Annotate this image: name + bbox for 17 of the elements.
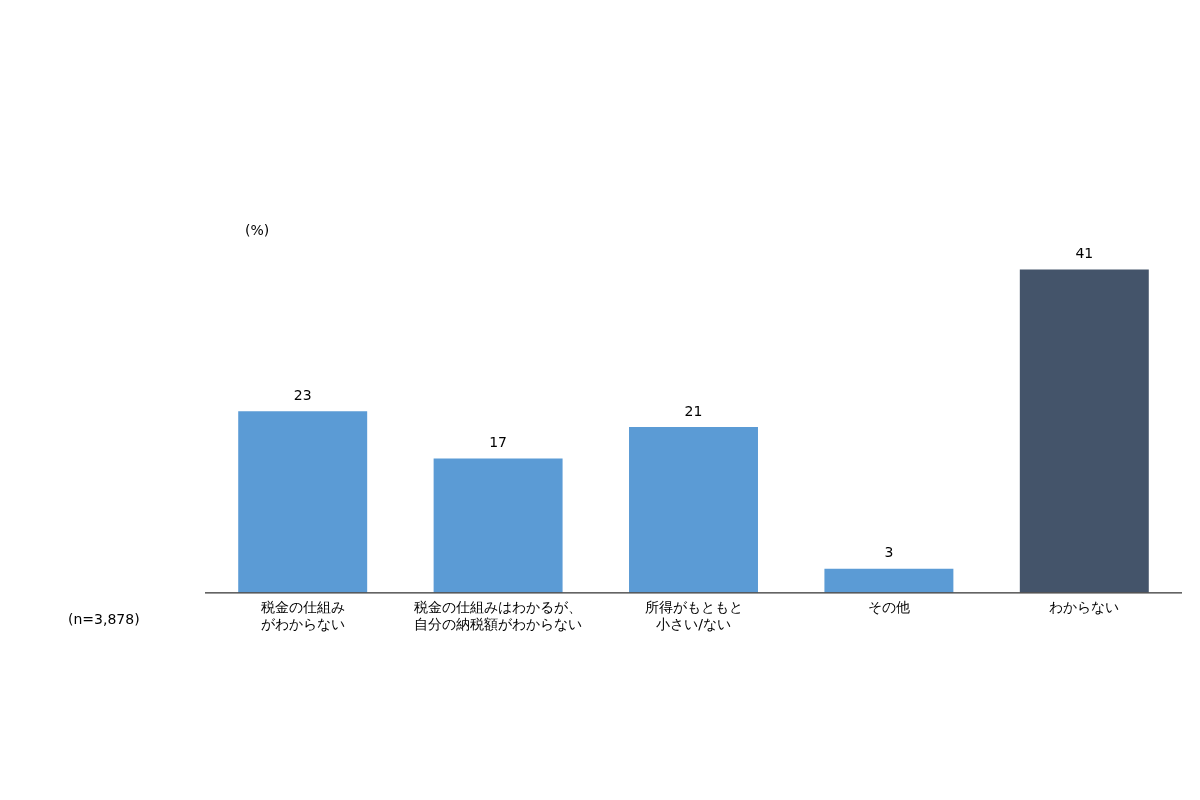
data-label: 21 [684,402,703,419]
x-tick-label: わからない [1049,599,1120,616]
bar [629,427,758,593]
bar [824,568,954,593]
x-tick-label: 税金の仕組みがわからない [260,599,345,633]
bar [433,458,563,593]
x-tick-label: その他 [867,599,910,616]
y-axis-title: (%) [245,221,270,238]
data-label: 3 [884,544,894,561]
data-label: 17 [489,434,508,451]
text: (n=3,878) [68,611,140,628]
bar [238,411,368,593]
data-label: 23 [293,386,312,403]
x-tick-label: 所得がもともと小さい/ない [644,599,743,633]
bar [1019,269,1149,593]
x-tick-label: 税金の仕組みはわかるが、自分の納税額がわからない [414,599,583,633]
data-label: 41 [1075,245,1094,262]
